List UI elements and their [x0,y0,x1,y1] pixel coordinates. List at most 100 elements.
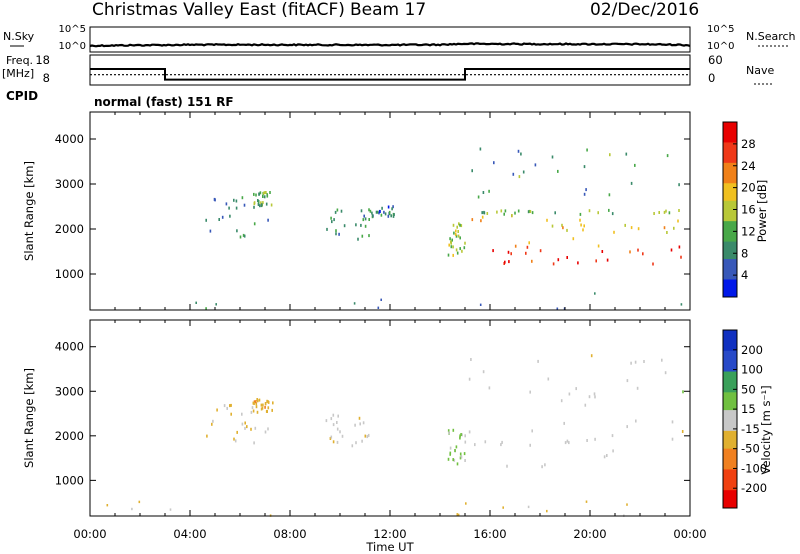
data-cell [579,218,581,222]
data-cell [390,214,392,218]
colorbar-tick-label: 50 [741,382,756,396]
colorbar-segment [723,189,737,193]
data-cell [379,210,381,213]
colorbar-segment [723,478,737,482]
colorbar-segment [723,279,737,283]
colorbar-segment [723,404,737,408]
data-cell [242,233,245,237]
colorbar-segment [723,180,737,184]
colorbar-segment [723,389,737,393]
data-cell [642,252,644,256]
colorbar-segment [723,186,737,190]
data-cell [680,255,682,259]
colorbar-segment [723,421,737,426]
data-cell [260,407,263,411]
data-cell [361,234,364,238]
data-cell [336,421,338,424]
data-cell [377,306,380,309]
data-cell [263,195,266,199]
data-cell [678,183,680,187]
data-cell [479,147,482,151]
data-cell [253,192,255,196]
colorbar-segment [723,407,737,411]
data-cell [230,403,232,407]
data-cell [643,360,645,363]
colorbar-segment [723,262,737,266]
data-cell [586,148,588,152]
data-cell [368,208,370,212]
data-cell [626,379,629,383]
data-cell [539,249,542,253]
colorbar-segment [723,256,737,260]
data-cell [368,234,370,238]
colorbar-segment [723,368,737,372]
data-cell [332,413,335,417]
colorbar-segment [723,451,737,455]
data-cell [501,440,503,444]
data-cell [362,218,365,222]
data-cell [266,399,268,403]
data-cell [451,238,453,242]
data-cell [336,208,339,212]
data-cell [205,218,207,222]
data-cell [593,392,596,396]
colorbar-segment [723,168,737,172]
data-cell [463,452,466,456]
data-cell [456,251,459,255]
data-cell [266,193,268,197]
data-cell [459,452,462,456]
data-cell [471,169,473,173]
data-cell [597,211,599,215]
velocity-colorbar-label: Velocity [m s⁻¹] [759,385,773,474]
data-cell [611,212,614,216]
data-cell [325,419,328,423]
colorbar-segment [723,229,737,234]
data-cell [241,196,244,200]
data-cell [671,437,674,441]
data-cell [254,400,257,404]
data-cell [449,237,451,241]
colorbar-segment [723,442,737,447]
data-cell [481,215,484,219]
data-cell [637,227,640,231]
data-cell [449,451,452,455]
data-cell [551,155,554,159]
data-cell [262,403,264,407]
data-cell [343,224,346,228]
data-cell [459,223,461,227]
data-cell [630,226,633,230]
data-cell [594,292,596,295]
data-cell [261,406,264,410]
data-cell [457,234,460,238]
data-cell [664,371,667,375]
colorbar-segment [723,136,737,140]
power-colorbar: 4 8 12 16 20 24 28 [722,121,756,298]
data-cell [492,249,494,253]
nsky-label: N.Sky [3,30,35,43]
data-cell [551,224,554,228]
velocity-colorbar: 200 100 50 15 -15 -50 -100 -200 [722,329,767,509]
data-cell [597,244,600,248]
noise-tick-right-bottom: 10^0 [707,41,734,52]
data-cell [456,513,459,516]
data-cell [269,191,271,194]
data-cell [257,203,260,206]
colorbar-segment [723,350,737,355]
data-cell [259,204,261,208]
data-cell [529,443,531,447]
data-cell [678,209,680,212]
data-cell [360,223,362,227]
colorbar-segment [723,238,737,242]
data-cell [253,402,255,405]
data-cell [264,402,267,406]
data-cell [357,237,359,241]
power-colorbar-label: Power [dB] [755,180,769,243]
data-cell [546,218,548,222]
data-cell [577,261,579,265]
data-cell [474,443,476,447]
data-cell [216,408,218,412]
data-cell [531,429,533,433]
colorbar-segment [723,270,737,275]
data-cell [464,459,466,462]
